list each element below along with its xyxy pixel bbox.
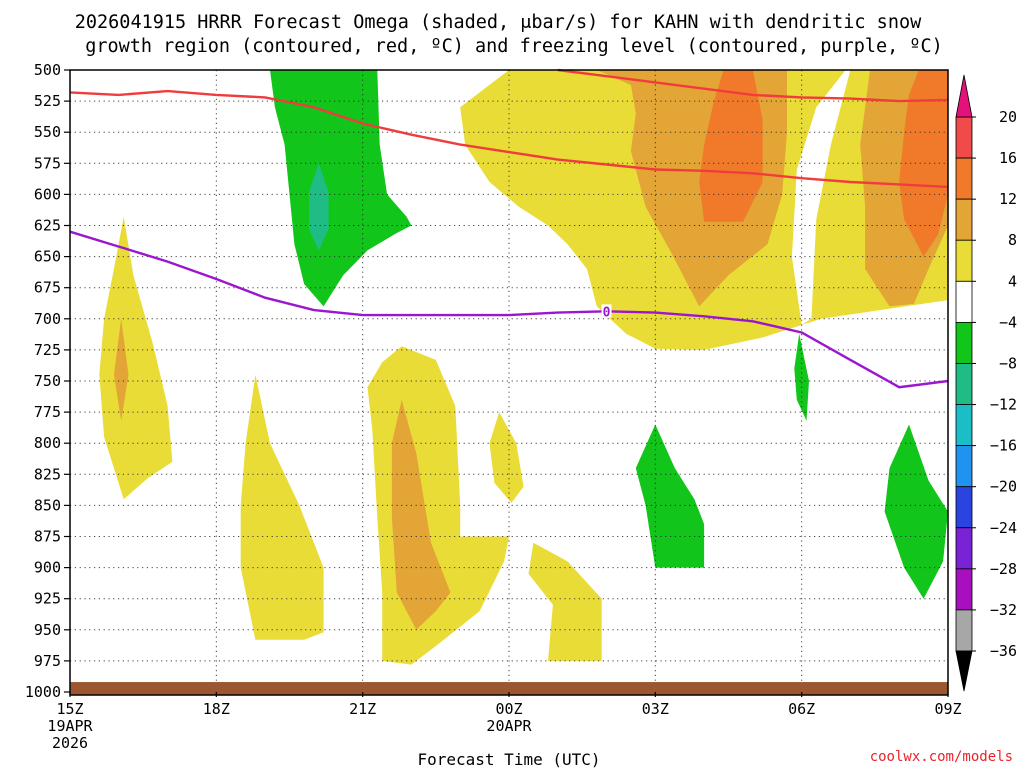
- y-tick-label-525: 525: [34, 92, 61, 110]
- omega-region-5: [899, 70, 948, 257]
- colorbar-label-12: −32: [990, 601, 1017, 619]
- plot-area: 0: [69, 68, 949, 696]
- colorbar-bin-2: [955, 198, 973, 241]
- colorbar-label-7: −12: [990, 396, 1017, 414]
- omega-region-10: [240, 374, 324, 640]
- colorbar-bin-11: [955, 568, 973, 611]
- omega-region-14: [528, 542, 602, 661]
- pressure-axis: 500 525 550 575 600 625 650 675 700 725 750 775 800 8…: [25, 61, 70, 701]
- colorbar-bin-10: [955, 527, 973, 570]
- x-tick-sublabel-00Z-0: 20APR: [486, 717, 532, 735]
- chart-title-line-2: growth region (contoured, red, ºC) and f…: [85, 36, 943, 57]
- omega-shaded-regions: [99, 70, 948, 665]
- omega-region-9: [113, 318, 129, 421]
- x-tick-sublabel-15Z-0: 19APR: [47, 717, 93, 735]
- y-tick-label-550: 550: [34, 123, 61, 141]
- x-tick-label-00Z: 00Z: [495, 700, 522, 718]
- colorbar-label-6: −8: [999, 354, 1017, 372]
- colorbar-label-11: −28: [990, 560, 1017, 578]
- y-tick-label-575: 575: [34, 154, 61, 172]
- y-tick-label-650: 650: [34, 248, 61, 266]
- x-tick-label-09Z: 09Z: [934, 700, 961, 718]
- omega-region-15: [635, 424, 705, 568]
- y-tick-label-750: 750: [34, 372, 61, 390]
- y-tick-label-625: 625: [34, 217, 61, 235]
- colorbar-bin-5: [955, 321, 973, 364]
- colorbar: 20 16 12 8 4 −4 −8 −12 −16 −20 −24 −28 −32 −36: [955, 74, 1017, 692]
- y-tick-label-800: 800: [34, 434, 61, 452]
- terrain-fill: [70, 682, 948, 695]
- omega-region-7: [309, 163, 329, 251]
- colorbar-label-5: −4: [999, 313, 1017, 331]
- omega-region-8: [99, 216, 173, 500]
- y-tick-label-975: 975: [34, 652, 61, 670]
- x-tick-sublabel-15Z-1: 2026: [52, 734, 88, 752]
- omega-region-12: [391, 399, 451, 630]
- x-tick-label-18Z: 18Z: [203, 700, 230, 718]
- colorbar-bin-8: [955, 445, 973, 488]
- colorbar-bin-3: [955, 239, 973, 282]
- colorbar-label-0: 20: [999, 108, 1017, 126]
- chart-title-line-1: 2026041915 HRRR Forecast Omega (shaded, …: [75, 12, 922, 33]
- y-tick-label-875: 875: [34, 528, 61, 546]
- y-tick-label-850: 850: [34, 496, 61, 514]
- freezing-level-label: 0: [603, 305, 611, 320]
- x-tick-label-15Z: 15Z: [56, 700, 83, 718]
- colorbar-label-10: −24: [990, 519, 1017, 537]
- freezing-label-bg: [601, 304, 612, 318]
- colorbar-bin-6: [955, 363, 973, 405]
- omega-region-2: [699, 70, 763, 222]
- colorbar-bin-4: [955, 280, 973, 323]
- colorbar-label-2: 12: [999, 190, 1017, 208]
- colorbar-label-13: −36: [990, 642, 1017, 660]
- colorbar-under-triangle: [955, 650, 973, 692]
- colorbar-bin-7: [955, 404, 973, 447]
- credit-text: coolwx.com/models: [870, 749, 1013, 765]
- x-tick-label-06Z: 06Z: [788, 700, 815, 718]
- colorbar-label-1: 16: [999, 149, 1017, 167]
- terrain-band: [70, 682, 948, 695]
- x-axis-label: Forecast Time (UTC): [417, 750, 600, 768]
- colorbar-label-8: −16: [990, 437, 1017, 455]
- y-tick-label-700: 700: [34, 310, 61, 328]
- y-tick-label-950: 950: [34, 621, 61, 639]
- y-tick-label-500: 500: [34, 61, 61, 79]
- dendritic-contour-1: [557, 68, 949, 103]
- colorbar-label-3: 8: [1008, 231, 1017, 249]
- dendritic-contour-0: [69, 89, 949, 189]
- y-tick-label-775: 775: [34, 403, 61, 421]
- omega-region-3: [791, 70, 851, 325]
- x-tick-label-03Z: 03Z: [642, 700, 669, 718]
- omega-region-13: [489, 412, 524, 503]
- omega-region-6: [270, 70, 412, 307]
- colorbar-over-triangle: [955, 74, 973, 118]
- colorbar-label-9: −20: [990, 478, 1017, 496]
- y-tick-label-925: 925: [34, 590, 61, 608]
- y-tick-label-725: 725: [34, 341, 61, 359]
- freezing-level-line: [69, 230, 949, 389]
- omega-region-17: [884, 424, 948, 599]
- colorbar-bin-0: [955, 116, 973, 159]
- y-tick-label-825: 825: [34, 465, 61, 483]
- colorbar-label-4: 4: [1008, 272, 1017, 290]
- colorbar-bin-1: [955, 157, 973, 200]
- colorbar-bin-12: [955, 609, 973, 652]
- y-tick-label-1000: 1000: [25, 683, 61, 701]
- colorbar-bin-9: [955, 486, 973, 529]
- y-tick-label-675: 675: [34, 279, 61, 297]
- y-tick-label-600: 600: [34, 185, 61, 203]
- y-tick-label-900: 900: [34, 559, 61, 577]
- contour-lines: 0: [69, 68, 949, 389]
- x-tick-label-21Z: 21Z: [349, 700, 376, 718]
